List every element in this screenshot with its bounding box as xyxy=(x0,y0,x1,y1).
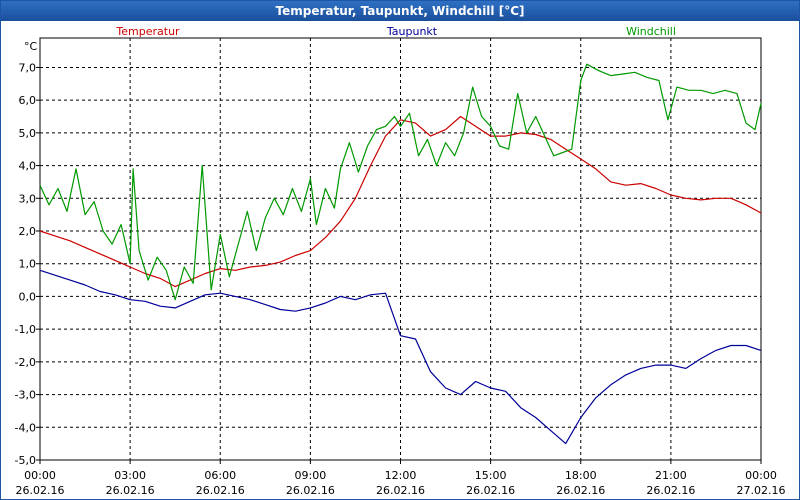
x-tick-date: 26.02.16 xyxy=(466,484,515,497)
x-tick-date: 26.02.16 xyxy=(286,484,335,497)
y-tick-label: -3,0 xyxy=(15,389,36,402)
y-tick-label: 2,0 xyxy=(19,225,37,238)
y-tick-label: 3,0 xyxy=(19,192,37,205)
x-tick-time: 00:00 xyxy=(24,469,56,482)
x-tick-date: 26.02.16 xyxy=(376,484,425,497)
y-tick-label: -2,0 xyxy=(15,356,36,369)
x-tick-date: 26.02.16 xyxy=(556,484,605,497)
y-tick-label: 4,0 xyxy=(19,160,37,173)
x-tick-time: 12:00 xyxy=(385,469,417,482)
legend: Temperatur Taupunkt Windchill xyxy=(115,25,676,38)
x-tick-time: 15:00 xyxy=(475,469,507,482)
y-axis-label: °C xyxy=(24,40,38,53)
x-tick-date: 26.02.16 xyxy=(646,484,695,497)
y-tick-label: -1,0 xyxy=(15,323,36,336)
y-tick-label: -4,0 xyxy=(15,421,36,434)
x-tick-time: 18:00 xyxy=(565,469,597,482)
x-tick-date: 26.02.16 xyxy=(106,484,155,497)
x-tick-time: 06:00 xyxy=(204,469,236,482)
y-tick-label: -5,0 xyxy=(15,454,36,467)
legend-item-windchill: Windchill xyxy=(626,25,676,38)
series-group xyxy=(39,63,762,445)
x-tick-time: 21:00 xyxy=(655,469,687,482)
y-tick-label: 0,0 xyxy=(19,290,37,303)
series-line-temperatur xyxy=(39,115,762,288)
chart-title: Temperatur, Taupunkt, Windchill [°C] xyxy=(1,1,799,21)
y-axis-ticks: 7,0 6,0 5,0 4,0 3,0 2,0 1,0 0,0 -1,0 -2,0 -3,0 -4,0… xyxy=(15,61,40,467)
legend-item-temperatur: Temperatur xyxy=(115,25,180,38)
y-tick-label: 1,0 xyxy=(19,258,37,271)
series-line-windchill xyxy=(39,63,762,301)
x-tick-time: 00:00 xyxy=(745,469,777,482)
x-tick-time: 03:00 xyxy=(114,469,146,482)
x-tick-date: 26.02.16 xyxy=(196,484,245,497)
x-axis-ticks: 00:00 26.02.16 03:00 26.02.16 06:00 26.02.16 0… xyxy=(16,460,786,497)
series-line-taupunkt xyxy=(39,269,762,445)
legend-item-taupunkt: Taupunkt xyxy=(386,25,438,38)
y-tick-label: 6,0 xyxy=(19,94,37,107)
x-tick-date: 27.02.16 xyxy=(737,484,786,497)
x-tick-date: 26.02.16 xyxy=(16,484,65,497)
y-tick-label: 7,0 xyxy=(19,61,37,74)
y-tick-label: 5,0 xyxy=(19,127,37,140)
x-tick-time: 09:00 xyxy=(295,469,327,482)
grid-lines xyxy=(39,38,762,461)
